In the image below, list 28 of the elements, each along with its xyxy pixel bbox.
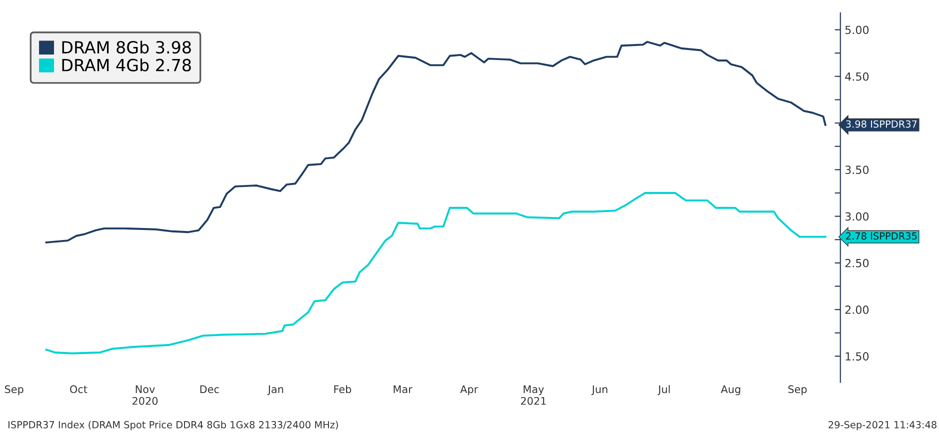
x-tick-label: Dec: [200, 385, 219, 394]
y-tick-label: 2.50: [845, 258, 869, 268]
text: 29-Sep-2021 11:43:48: [828, 421, 936, 430]
x-tick-label: Jan: [267, 385, 284, 396]
x-tick-label: Sep: [4, 385, 24, 396]
y-tick-label: 4.50: [845, 72, 869, 81]
x-tick-label: May 2021: [520, 385, 546, 405]
y-tick-label: 1.50: [846, 352, 869, 361]
line-series: [45, 40, 826, 244]
x-tick-label: Jun: [591, 385, 608, 396]
legend-label: DRAM 8Gb 3.98: [62, 40, 191, 54]
text: ISPPDR37 Index (DRAM Spot Price DDR4 8Gb 1Gx8 2133/2400 MHz): [8, 420, 338, 430]
annotation: 3.98 ISPPDR37: [846, 120, 917, 128]
x-tick-label: Feb: [334, 385, 352, 394]
x-tick-label: Sep: [788, 385, 807, 396]
x-tick-label: Oct: [70, 385, 88, 394]
x-tick-label: Aug: [720, 385, 740, 396]
line-series: [45, 192, 826, 354]
y-tick-label: 3.00: [845, 212, 869, 221]
annotation: 2.78 ISPPDR35: [846, 232, 917, 240]
legend-label: DRAM 4Gb 2.78: [62, 58, 191, 72]
x-tick-label: Nov 2020: [132, 385, 158, 405]
y-tick-label: 5.00: [845, 26, 869, 34]
x-tick-label: Mar: [394, 385, 412, 394]
x-tick-label: Apr: [460, 385, 478, 396]
x-tick-label: Jul: [658, 385, 670, 396]
y-tick-label: 3.50: [845, 166, 869, 174]
y-tick-label: 2.00: [845, 306, 869, 314]
